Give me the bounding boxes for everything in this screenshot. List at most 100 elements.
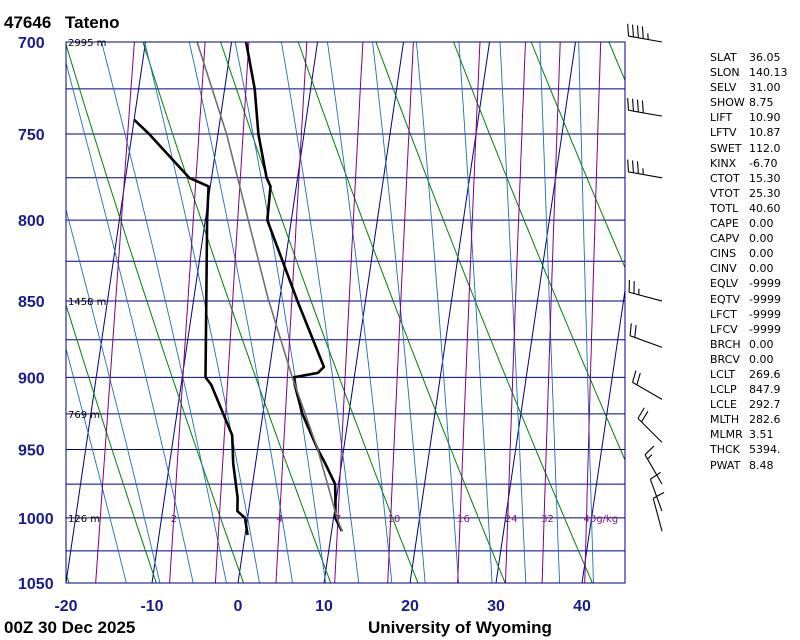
index-key: SELV <box>710 81 737 95</box>
index-value: 10.90 <box>749 111 781 125</box>
index-row: THCK 5394. <box>710 442 796 457</box>
temperature-tick-label: 20 <box>401 598 419 615</box>
index-key: SWET <box>710 141 742 155</box>
height-label: 2995 m <box>68 38 106 49</box>
index-value: 269.6 <box>749 367 781 381</box>
dry-adiabat-lines <box>66 42 625 583</box>
index-row: CAPE 0.00 <box>710 216 796 231</box>
index-row: EQTV -9999 <box>710 292 796 307</box>
index-value: 140.13 <box>749 66 788 80</box>
dry-adiabat-line <box>453 42 625 462</box>
index-key: CTOT <box>710 171 740 185</box>
index-key: VTOT <box>710 186 740 200</box>
mixing-ratio-line <box>541 42 561 583</box>
index-value: 36.05 <box>749 51 781 64</box>
dry-adiabat-line <box>297 42 506 583</box>
index-value: 40.60 <box>749 201 781 215</box>
moist-adiabat-line <box>66 347 127 583</box>
index-row: BRCV 0.00 <box>710 352 796 367</box>
mixing-ratio-line <box>334 42 364 583</box>
mixing-ratio-label: 16 <box>457 514 470 525</box>
height-label: 1458 m <box>68 297 106 308</box>
index-value: 0.00 <box>749 232 774 246</box>
index-row: PWAT 8.48 <box>710 458 796 473</box>
dry-adiabat-line <box>142 42 332 583</box>
moist-adiabat-line <box>415 42 459 583</box>
moist-adiabat-line <box>578 42 594 583</box>
isotherm-line <box>581 287 625 583</box>
index-key: LFCT <box>710 307 737 321</box>
mixing-ratio-label: 10 <box>388 514 401 525</box>
wind-barb <box>632 370 663 400</box>
index-key: MLTH <box>710 413 740 427</box>
dry-adiabat-line <box>66 303 157 583</box>
index-row: CAPV 0.00 <box>710 231 796 246</box>
wind-barb <box>628 279 663 302</box>
pressure-tick-label: 750 <box>18 127 45 144</box>
index-row: VTOT 25.30 <box>710 186 796 201</box>
wind-barb <box>627 97 663 117</box>
index-value: 5394. <box>749 443 781 457</box>
moist-adiabat-line <box>458 42 493 583</box>
index-row: SLON 140.13 <box>710 65 796 80</box>
moist-adiabat-line <box>101 42 227 583</box>
index-key: TOTL <box>710 201 739 215</box>
mixing-ratio-line <box>387 42 414 583</box>
sounding-time: 00Z 30 Dec 2025 <box>4 618 135 637</box>
dewpoint-profile <box>133 118 249 536</box>
index-row: LFCV -9999 <box>710 322 796 337</box>
index-row: EQLV -9999 <box>710 276 796 291</box>
index-key: MLMR <box>710 428 743 442</box>
wind-barb <box>644 445 663 485</box>
index-key: LIFT <box>710 111 733 125</box>
moist-adiabat-line <box>66 208 161 583</box>
pressure-tick-label: 950 <box>18 442 45 459</box>
index-value: 8.48 <box>749 458 774 472</box>
index-value: 10.87 <box>749 126 781 140</box>
moist-adiabat-line <box>499 42 527 583</box>
wind-barb <box>649 471 663 512</box>
index-value: 292.7 <box>749 398 781 412</box>
dry-adiabat-line <box>530 42 625 269</box>
mixing-ratio-label: 40g/kg <box>583 514 618 525</box>
mixing-ratio-label: 24 <box>505 514 518 525</box>
index-key: PWAT <box>710 458 741 472</box>
station-id: 47646 <box>4 13 51 32</box>
moist-adiabat-line <box>539 42 560 583</box>
index-key: KINX <box>710 156 737 170</box>
mixing-ratio-label: 32 <box>541 514 554 525</box>
temperature-tick-label: 30 <box>487 598 505 615</box>
mixing-ratio-line <box>95 42 135 583</box>
index-value: 3.51 <box>749 428 774 442</box>
mixing-ratio-label: 2 <box>171 514 177 525</box>
index-row: LCLE 292.7 <box>710 397 796 412</box>
index-key: SLON <box>710 66 740 80</box>
index-row: LCLP 847.9 <box>710 382 796 397</box>
credit: University of Wyoming <box>368 618 552 637</box>
pressure-tick-label: 850 <box>18 294 45 311</box>
wind-barb <box>652 491 665 532</box>
index-row: SHOW 8.75 <box>710 95 796 110</box>
index-value: 15.30 <box>749 171 781 185</box>
parcel-path <box>196 42 343 532</box>
index-key: CINV <box>710 262 737 276</box>
isotherm-line <box>151 42 233 583</box>
height-label: 126 m <box>68 514 100 525</box>
index-value: 25.30 <box>749 186 781 200</box>
moist-adiabat-line <box>280 42 360 583</box>
index-key: LCLP <box>710 383 737 397</box>
height-label: 769 m <box>68 410 100 421</box>
index-value: -9999 <box>749 292 781 306</box>
isotherm-line <box>409 42 491 583</box>
moist-adiabat-lines <box>66 42 594 583</box>
mixing-ratio-line <box>214 42 250 583</box>
temperature-profile <box>244 42 344 532</box>
wind-barb <box>627 159 663 179</box>
isotherm-line <box>237 42 319 583</box>
moist-adiabat-line <box>326 42 393 583</box>
mixing-ratio-line <box>275 42 308 583</box>
pressure-tick-label: 800 <box>18 213 45 230</box>
moist-adiabat-line <box>66 61 194 583</box>
